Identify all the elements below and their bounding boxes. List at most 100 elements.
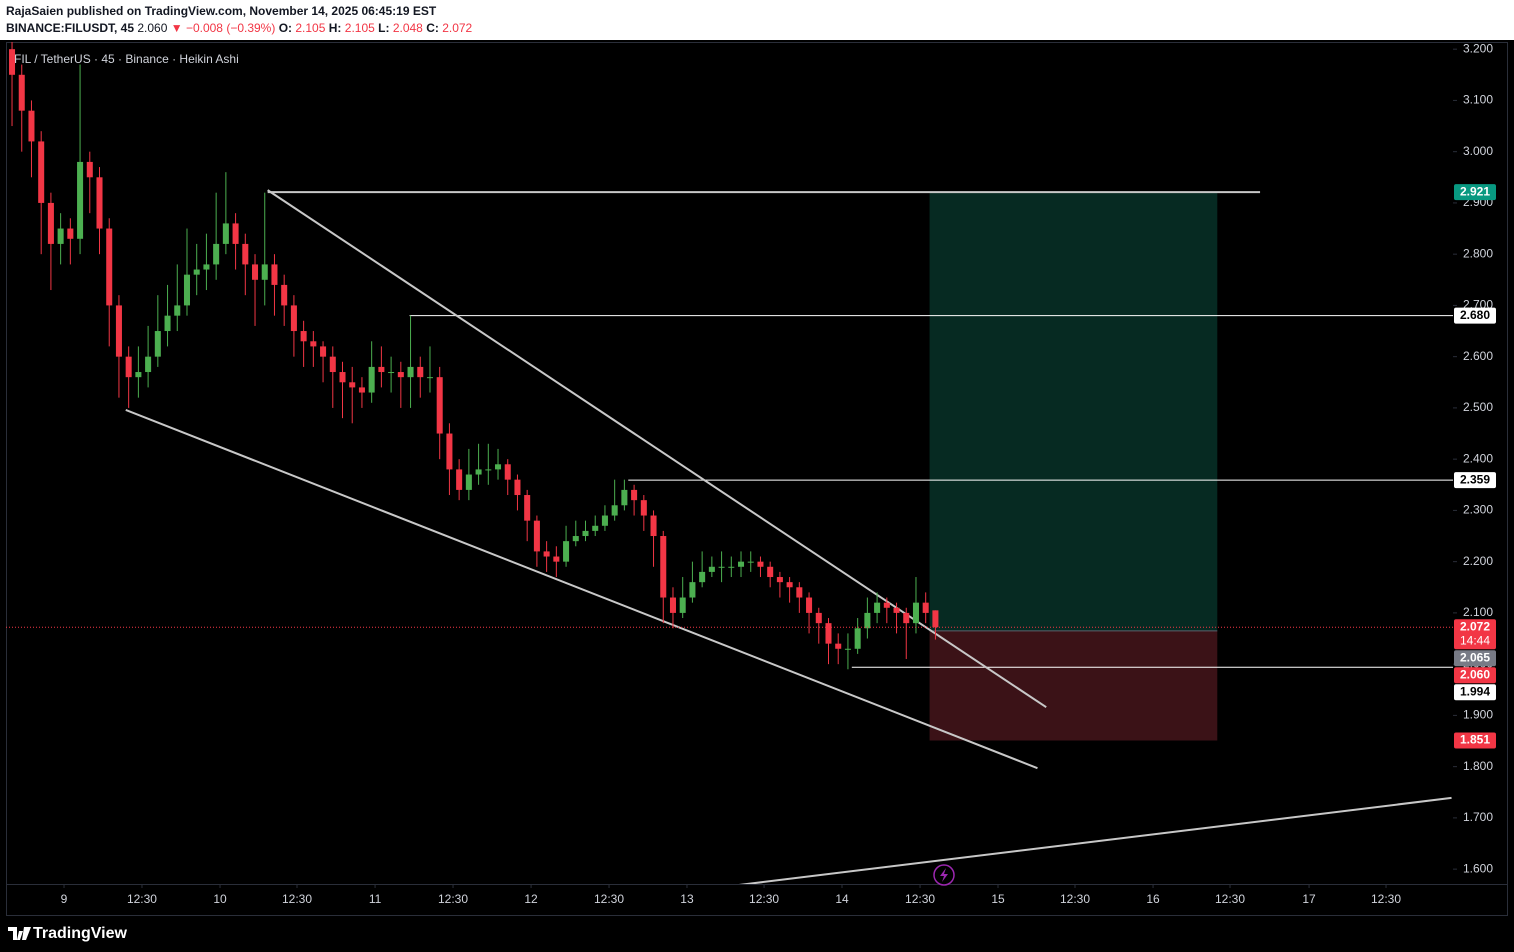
candle-body bbox=[922, 602, 929, 613]
brand: TradingView bbox=[33, 925, 128, 942]
x-tick-label: 12:30 bbox=[905, 892, 935, 906]
candle-body bbox=[300, 331, 307, 342]
candle-body bbox=[669, 597, 676, 613]
candle-body bbox=[154, 331, 161, 357]
header-field: 2.060 bbox=[137, 21, 167, 35]
candle-body bbox=[611, 505, 618, 516]
price-label-bg bbox=[1454, 619, 1496, 650]
candle-body bbox=[378, 366, 385, 373]
y-tick-label: 2.400 bbox=[1463, 451, 1493, 465]
candle-body bbox=[806, 597, 813, 613]
candle-body bbox=[446, 433, 453, 470]
x-tick-label: 17 bbox=[1302, 892, 1316, 906]
x-tick-label: 12:30 bbox=[1215, 892, 1245, 906]
y-tick-label: 1.900 bbox=[1463, 708, 1493, 722]
candle-body bbox=[631, 489, 638, 501]
plot-area bbox=[6, 42, 1453, 884]
candle-body bbox=[339, 372, 346, 383]
candle-body bbox=[465, 474, 472, 490]
candle-body bbox=[689, 582, 696, 598]
candle-body bbox=[475, 469, 482, 475]
header-field: 2.072 bbox=[442, 21, 472, 35]
price-label: 2.680 bbox=[1460, 308, 1490, 322]
candle-body bbox=[543, 551, 550, 557]
header-field: H: bbox=[329, 21, 342, 35]
candle-body bbox=[747, 561, 754, 563]
y-tick-label: 1.800 bbox=[1463, 759, 1493, 773]
header-field: 2.105 bbox=[345, 21, 375, 35]
symbol-line: BINANCE:FILUSDT, 45 2.060 ▼ −0.008 (−0.3… bbox=[6, 21, 473, 35]
header-field: 2.048 bbox=[393, 21, 423, 35]
candle-body bbox=[815, 612, 822, 624]
y-tick-label: 2.300 bbox=[1463, 503, 1493, 517]
candle-body bbox=[125, 356, 132, 378]
candle-body bbox=[825, 623, 832, 644]
candle-body bbox=[18, 74, 25, 111]
header-field: C: bbox=[426, 21, 439, 35]
candle-body bbox=[47, 202, 54, 244]
header-field: L: bbox=[378, 21, 389, 35]
candle-body bbox=[271, 264, 278, 285]
candle-body bbox=[135, 372, 142, 378]
candle-body bbox=[349, 382, 356, 388]
x-tick-label: 12:30 bbox=[1060, 892, 1090, 906]
candle-body bbox=[708, 566, 715, 572]
candle-body bbox=[106, 228, 113, 306]
candle-body bbox=[563, 541, 570, 562]
candle-body bbox=[767, 566, 774, 578]
candle-body bbox=[650, 515, 657, 537]
chart-border bbox=[6, 42, 1508, 916]
x-tick-label: 11 bbox=[369, 892, 382, 906]
y-tick-label: 2.500 bbox=[1463, 400, 1493, 414]
chart-bg bbox=[0, 40, 1514, 952]
candle-body bbox=[912, 602, 919, 624]
header-bg bbox=[0, 0, 1514, 40]
candle-body bbox=[28, 110, 35, 142]
header-field: O: bbox=[279, 21, 292, 35]
candle-body bbox=[9, 49, 16, 75]
event-icon bbox=[933, 864, 955, 886]
candle-body bbox=[310, 341, 317, 347]
candle-body bbox=[290, 305, 297, 332]
y-tick-label: 1.700 bbox=[1463, 810, 1493, 824]
candle-body bbox=[407, 366, 414, 378]
price-label: 2.065 bbox=[1460, 650, 1490, 664]
stop-zone bbox=[929, 630, 1218, 741]
x-tick-label: 12:30 bbox=[1371, 892, 1401, 906]
candle-body bbox=[582, 530, 589, 537]
candle-body bbox=[329, 356, 336, 373]
countdown: 14:44 bbox=[1460, 633, 1490, 647]
candle-body bbox=[38, 141, 45, 203]
y-tick-label: 2.200 bbox=[1463, 554, 1493, 568]
y-tick-label: 2.600 bbox=[1463, 349, 1493, 363]
price-label: 1.994 bbox=[1460, 684, 1490, 698]
candle-body bbox=[193, 269, 200, 275]
candle-body bbox=[796, 587, 803, 598]
candle-body bbox=[57, 228, 64, 244]
candle-body bbox=[621, 489, 628, 506]
candle-body bbox=[358, 387, 365, 393]
candle-body bbox=[504, 464, 511, 480]
candle-body bbox=[77, 161, 84, 239]
legend: FIL / TetherUS · 45 · Binance · Heikin A… bbox=[14, 52, 239, 66]
x-tick-label: 15 bbox=[991, 892, 1005, 906]
x-tick-label: 9 bbox=[61, 892, 68, 906]
candle-body bbox=[485, 469, 492, 471]
footer-logo bbox=[8, 927, 31, 940]
candle-body bbox=[495, 464, 502, 470]
target-zone bbox=[929, 192, 1218, 631]
x-tick-label: 10 bbox=[213, 892, 227, 906]
candle-body bbox=[757, 561, 764, 567]
candle-body bbox=[281, 284, 288, 306]
candle-body bbox=[854, 628, 861, 649]
candle-body bbox=[164, 315, 171, 332]
price-label: 2.359 bbox=[1460, 472, 1490, 486]
y-tick-label: 2.100 bbox=[1463, 605, 1493, 619]
price-label-bg bbox=[1454, 650, 1496, 667]
candle-body bbox=[115, 305, 122, 357]
price-label: 2.060 bbox=[1460, 667, 1490, 681]
candle-body bbox=[874, 602, 881, 613]
candle-body bbox=[660, 536, 667, 598]
candle-body bbox=[728, 566, 735, 568]
